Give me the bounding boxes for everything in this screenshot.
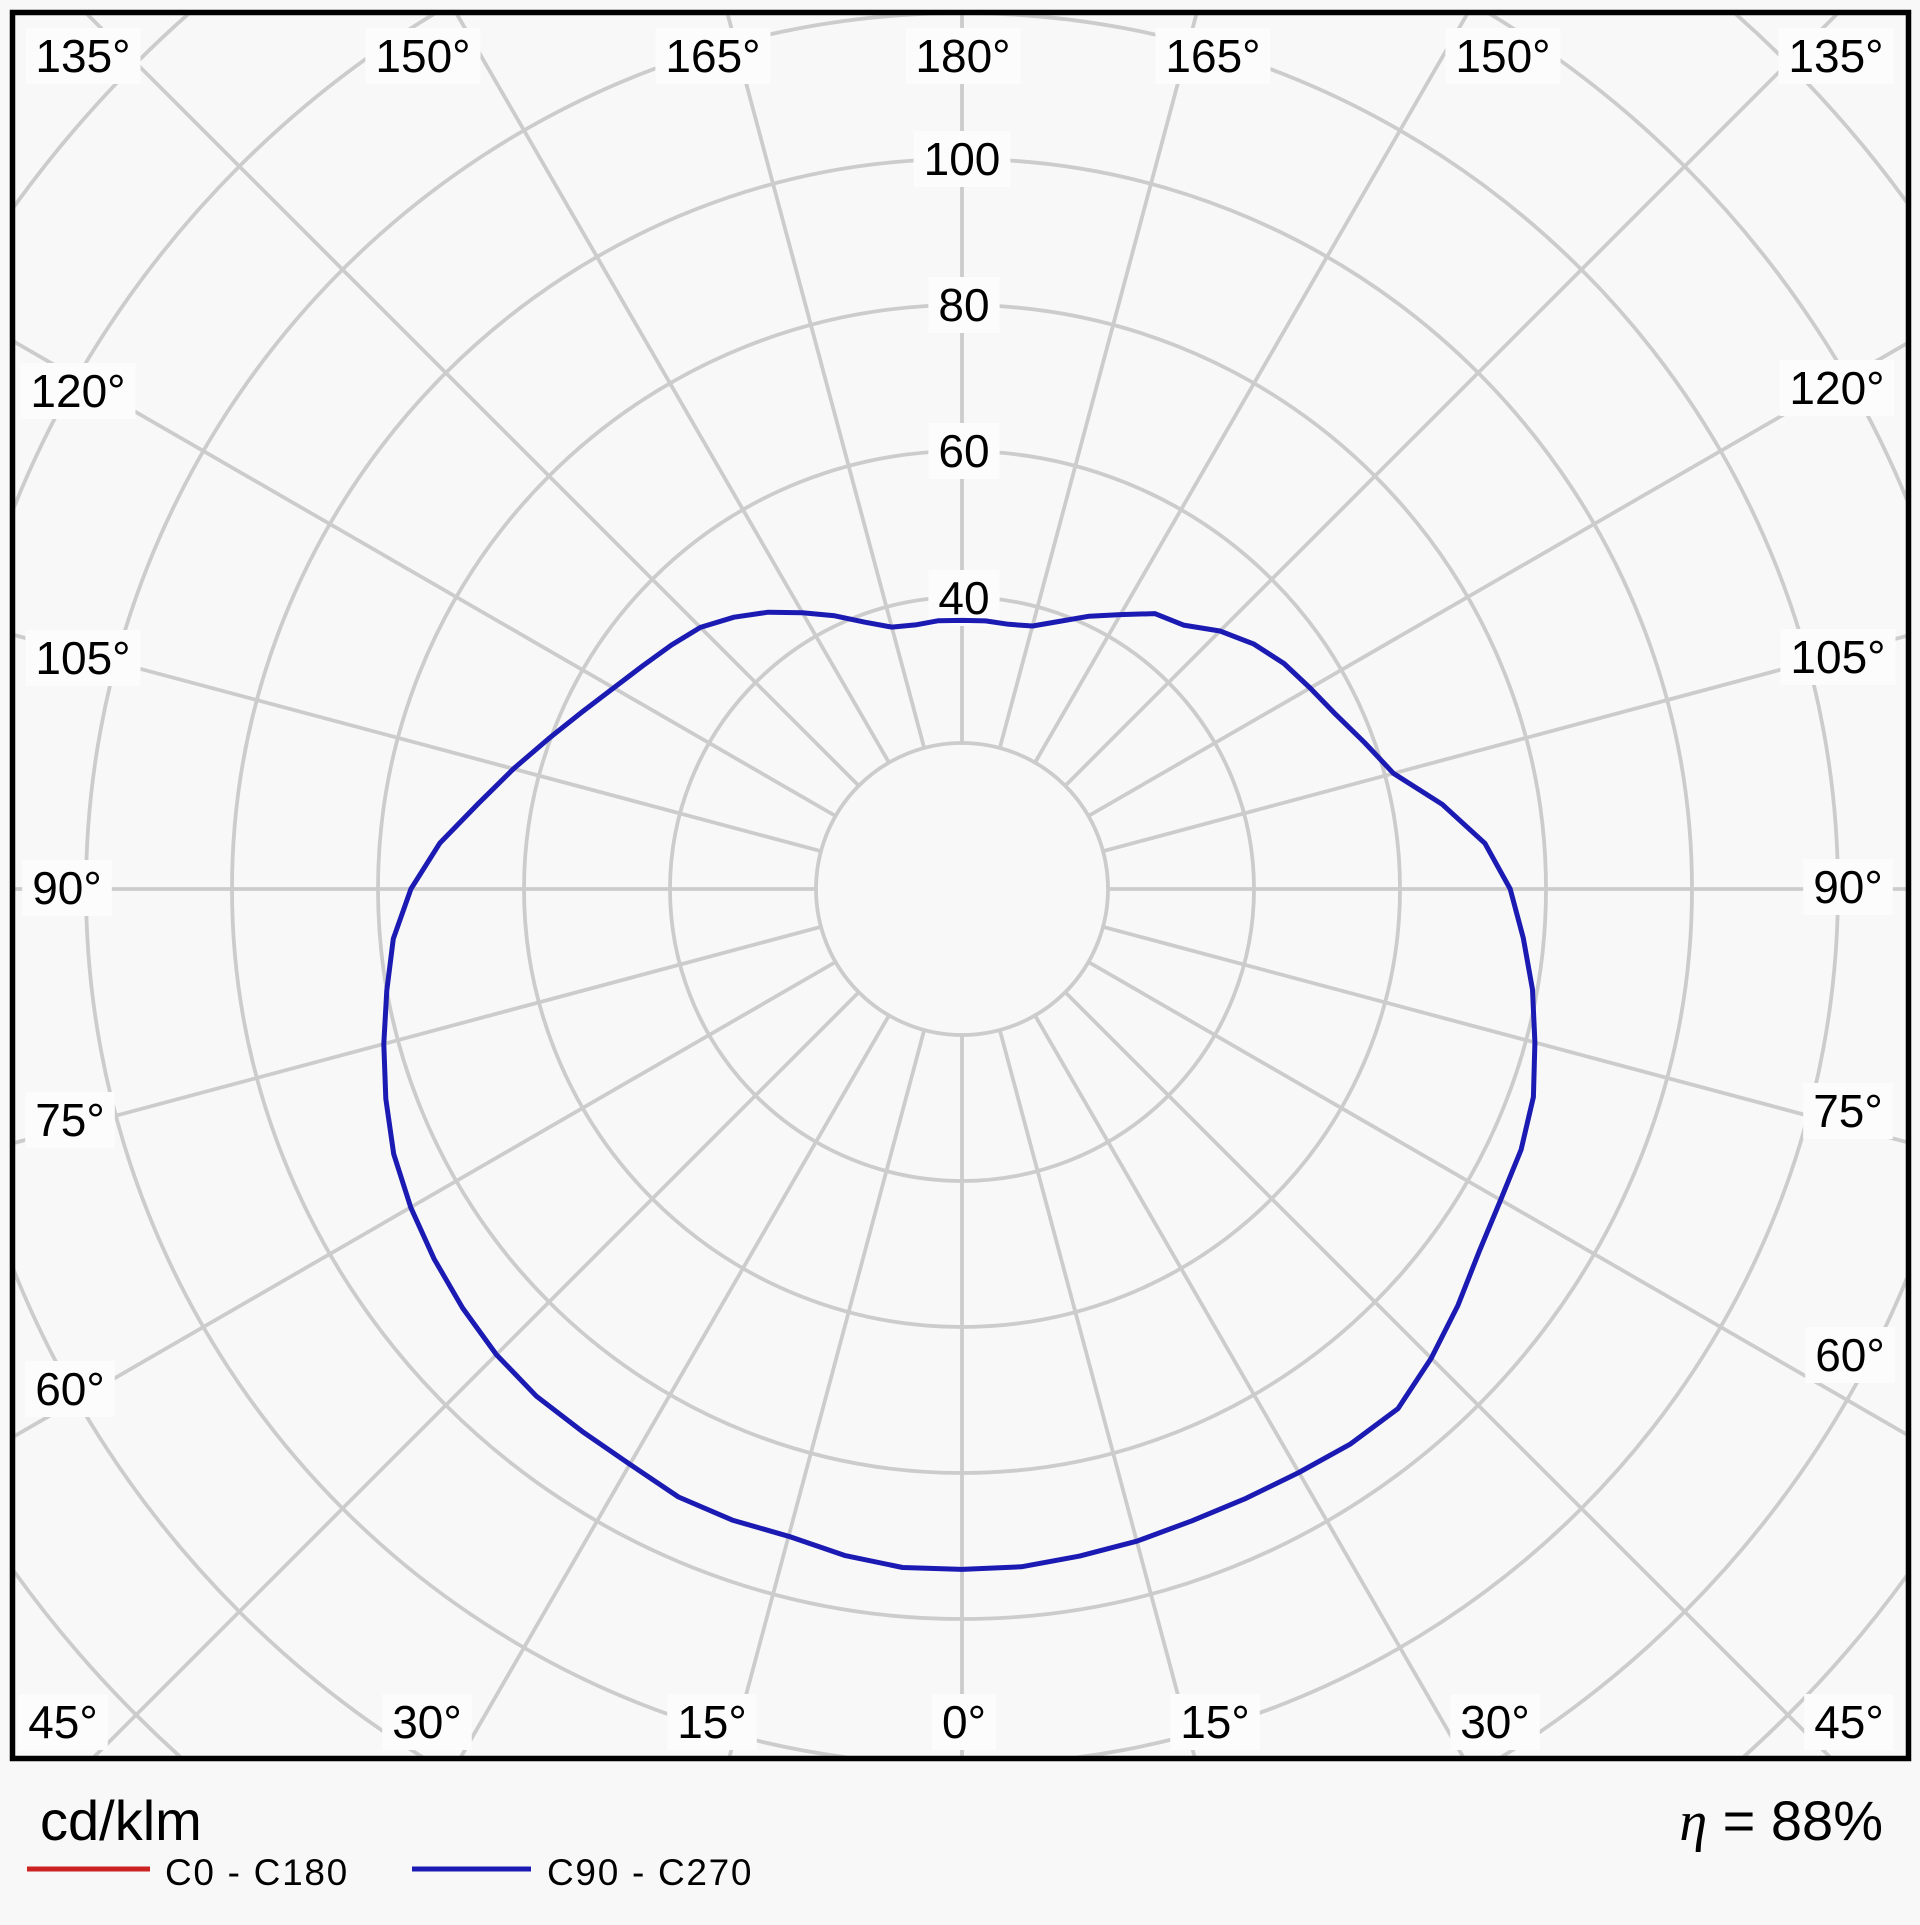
svg-text:40: 40	[938, 572, 989, 624]
svg-text:45°: 45°	[28, 1696, 98, 1748]
svg-text:75°: 75°	[35, 1094, 105, 1146]
svg-text:165°: 165°	[665, 30, 760, 82]
svg-text:80: 80	[938, 279, 989, 331]
svg-text:C90 - C270: C90 - C270	[547, 1852, 753, 1893]
svg-text:15°: 15°	[1180, 1696, 1250, 1748]
svg-text:60°: 60°	[1815, 1329, 1885, 1381]
svg-text:150°: 150°	[1455, 30, 1550, 82]
svg-text:45°: 45°	[1814, 1696, 1884, 1748]
svg-text:135°: 135°	[35, 30, 130, 82]
svg-text:90°: 90°	[32, 862, 102, 914]
svg-text:60°: 60°	[35, 1363, 105, 1415]
svg-text:30°: 30°	[392, 1696, 462, 1748]
svg-text:C0 - C180: C0 - C180	[165, 1852, 349, 1893]
svg-text:120°: 120°	[30, 365, 125, 417]
svg-text:105°: 105°	[35, 632, 130, 684]
svg-text:150°: 150°	[375, 30, 470, 82]
svg-text:120°: 120°	[1789, 362, 1884, 414]
svg-text:135°: 135°	[1788, 30, 1883, 82]
svg-text:60: 60	[938, 425, 989, 477]
svg-text:75°: 75°	[1813, 1085, 1883, 1137]
svg-text:100: 100	[924, 133, 1001, 185]
svg-text:180°: 180°	[915, 30, 1010, 82]
svg-text:cd/klm: cd/klm	[40, 1789, 202, 1852]
svg-text:0°: 0°	[942, 1696, 986, 1748]
svg-text:30°: 30°	[1460, 1696, 1530, 1748]
svg-text:15°: 15°	[677, 1696, 747, 1748]
svg-text:η = 88%: η = 88%	[1679, 1789, 1883, 1853]
svg-text:165°: 165°	[1165, 30, 1260, 82]
svg-text:90°: 90°	[1813, 861, 1883, 913]
svg-text:105°: 105°	[1790, 631, 1885, 683]
